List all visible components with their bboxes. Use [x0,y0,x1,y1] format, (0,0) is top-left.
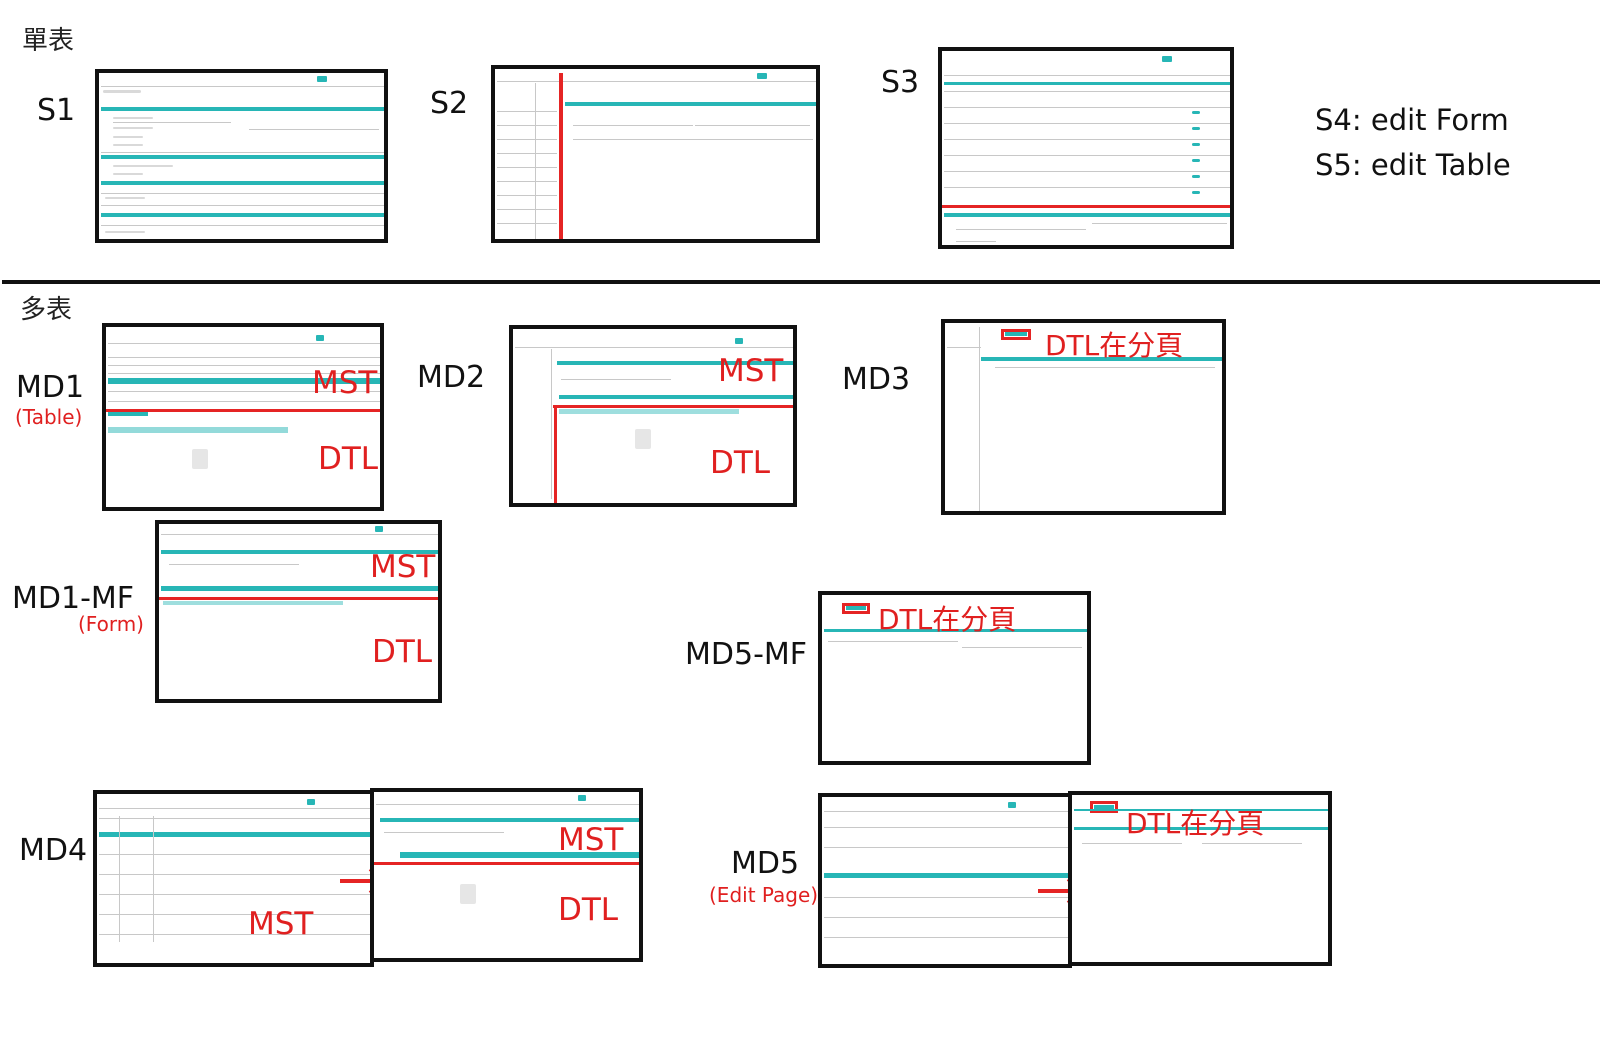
md3-dtl-tab-tag: DTL在分頁 [1045,329,1184,362]
md4-list-thumbnail: MST [93,790,374,967]
md1-mst-tag: MST [312,365,378,401]
s2-thumbnail [491,65,820,243]
md5mf-thumbnail: DTL在分頁 [818,591,1091,765]
s1-thumbnail [95,69,388,243]
md5-label: MD5 [731,846,800,881]
md1-sublabel: (Table) [15,405,83,429]
md3-dtl-tab-marker [1001,329,1031,340]
s2-split-marker [559,73,563,239]
md2-label: MD2 [417,360,486,395]
s3-label: S3 [881,65,920,100]
s2-label: S2 [430,86,469,121]
md2-thumbnail: MST DTL [509,325,797,507]
section-divider [2,280,1600,284]
md4-dtl-tag: DTL [558,892,619,928]
md1mf-label: MD1-MF [12,581,135,616]
md1-thumbnail: MST DTL [102,323,384,511]
s3-thumbnail [938,47,1234,249]
md1mf-mst-tag: MST [370,549,436,585]
md2-split-horizontal [553,405,793,408]
md2-dtl-tag: DTL [710,445,771,481]
md5-list-thumbnail [818,793,1072,968]
md5mf-dtl-tab-marker [842,603,870,614]
md3-label: MD3 [842,362,911,397]
single-table-heading: 單表 [22,26,75,56]
md4-label: MD4 [19,833,88,868]
md1-label: MD1 [16,370,85,405]
md5-sublabel: (Edit Page) [709,883,819,907]
md4-split-marker [374,862,639,865]
md1mf-sublabel: (Form) [78,612,144,636]
md4-edit-thumbnail: MST DTL [370,788,643,962]
md5mf-dtl-tab-tag: DTL在分頁 [878,603,1017,636]
md2-mst-tag: MST [718,353,784,389]
md1-split-marker [106,409,380,412]
md5-dtl-tab-marker [1090,801,1118,813]
md4-mst-tag-list: MST [248,906,314,942]
s3-split-marker [942,205,1230,208]
md2-split-vertical [554,405,557,503]
md1mf-thumbnail: MST DTL [155,520,442,703]
md1-dtl-tag: DTL [318,441,379,477]
md5-edit-thumbnail: DTL在分頁 [1068,791,1332,966]
md4-mst-tag-edit: MST [558,822,624,858]
multi-table-heading: 多表 [20,295,73,325]
md3-thumbnail: DTL在分頁 [941,319,1226,515]
md1mf-split-marker [159,597,438,600]
s1-label: S1 [37,93,76,128]
md1mf-dtl-tag: DTL [372,634,433,670]
md5-dtl-tab-tag: DTL在分頁 [1126,807,1265,840]
s5-caption: S5: edit Table [1315,148,1511,182]
md5mf-label: MD5-MF [685,637,808,672]
s4-caption: S4: edit Form [1315,103,1509,137]
